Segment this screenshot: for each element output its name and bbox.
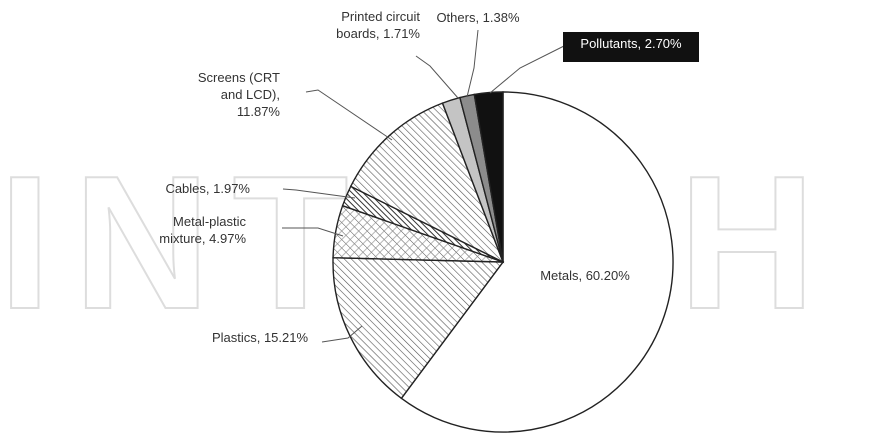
slice-label-line: Plastics, 15.21% (212, 330, 309, 345)
slice-label-metal-plastic: Metal-plastic mixture, 4.97% (159, 214, 246, 246)
slice-label-others: Others, 1.38% (436, 10, 520, 25)
leader-line-pcb (415, 55, 459, 99)
slice-label-line: Printed circuit (341, 9, 420, 24)
label-box-pollutants (563, 32, 699, 62)
leader-line-pollutants (489, 45, 565, 94)
pie-slice-metals (400, 91, 674, 433)
slice-label-pcb: Printed circuit boards, 1.71% (336, 9, 420, 41)
pie-slice-screens (349, 102, 505, 264)
leader-line-plastics (321, 325, 363, 343)
leader-line-metal-plastic (282, 227, 344, 237)
slice-label-line: Metal-plastic (173, 214, 246, 229)
pie-slice-pollutants (473, 91, 504, 263)
leader-line-others (466, 29, 479, 98)
pie-slices (332, 91, 674, 433)
slice-labels: Metals, 60.20% Plastics, 15.21% Metal-plas… (159, 9, 699, 345)
slice-label-line: and LCD), (221, 87, 280, 102)
slice-label-line: 11.87% (237, 104, 281, 119)
slice-label-cables: Cables, 1.97% (165, 181, 250, 196)
slice-label-pollutants: Pollutants, 2.70% (580, 36, 682, 51)
slice-label-line: Others, 1.38% (436, 10, 520, 25)
slice-label-metals: Metals, 60.20% (540, 268, 630, 283)
slice-label-line: mixture, 4.97% (159, 231, 246, 246)
slice-label-screens: Screens (CRT and LCD), 11.87% (198, 70, 281, 119)
slice-label-plastics: Plastics, 15.21% (212, 330, 309, 345)
slice-label-line: Metals, 60.20% (540, 268, 630, 283)
slice-label-line: Cables, 1.97% (165, 181, 250, 196)
leader-lines (282, 29, 565, 343)
slice-label-line: Screens (CRT (198, 70, 280, 85)
slice-label-line: Pollutants, 2.70% (580, 36, 682, 51)
slice-label-line: boards, 1.71% (336, 26, 420, 41)
leader-line-cables (282, 188, 356, 199)
leader-line-screens (305, 89, 393, 141)
